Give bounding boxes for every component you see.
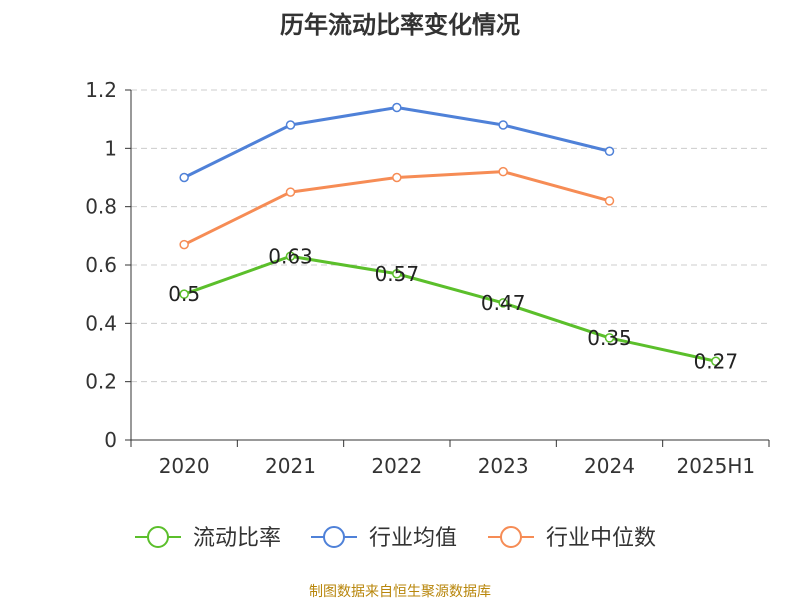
x-tick-label: 2024 xyxy=(584,454,635,478)
data-point xyxy=(392,269,402,279)
legend-marker xyxy=(323,526,345,548)
data-point xyxy=(179,172,189,183)
data-point xyxy=(498,298,508,308)
y-tick-label: 0.2 xyxy=(85,370,117,394)
y-tick-label: 0.4 xyxy=(85,311,117,335)
x-tick-label: 2021 xyxy=(265,454,316,478)
y-tick-label: 1 xyxy=(104,136,117,160)
x-tick-label: 2022 xyxy=(371,454,422,478)
legend: 流动比率 行业均值 行业中位数 xyxy=(135,526,656,551)
data-label: 0.57 xyxy=(375,262,420,286)
y-tick-label: 0.8 xyxy=(85,195,117,219)
data-point xyxy=(498,166,508,177)
data-point xyxy=(285,120,296,130)
data-label: 0.27 xyxy=(694,349,739,373)
x-tick-label: 2025H1 xyxy=(676,454,755,478)
legend-marker xyxy=(147,526,169,548)
data-point xyxy=(285,251,296,261)
y-tick-label: 0.6 xyxy=(85,253,117,277)
series-line-1 xyxy=(183,254,717,363)
data-labels: 0.5 0.63 0.57 0.47 0.35 0.27 xyxy=(168,244,738,373)
data-point xyxy=(285,187,296,197)
data-label: 0.5 xyxy=(168,282,200,306)
data-label: 0.47 xyxy=(481,291,526,315)
data-point xyxy=(498,120,508,130)
data-point xyxy=(604,196,615,206)
data-point xyxy=(604,146,615,156)
series-line-3 xyxy=(183,170,610,246)
x-tick-label: 2023 xyxy=(478,454,529,478)
grid-lines xyxy=(131,89,769,383)
data-point xyxy=(711,356,721,366)
data-point xyxy=(604,333,615,343)
data-point xyxy=(179,289,189,299)
axes: 0 0.2 0.4 0.6 0.8 1 1.2 2020 2021 2022 2023 2024 202… xyxy=(85,78,770,478)
data-point xyxy=(179,239,189,250)
series-line-2 xyxy=(183,106,610,179)
legend-label: 行业均值 xyxy=(369,526,457,551)
y-tick-label: 0 xyxy=(104,428,117,452)
data-label: 0.35 xyxy=(587,326,632,350)
legend-marker xyxy=(500,526,522,548)
data-point xyxy=(392,102,402,113)
chart-title: 历年流动比率变化情况 xyxy=(280,11,520,39)
legend-label: 流动比率 xyxy=(193,526,281,551)
x-tick-label: 2020 xyxy=(159,454,210,478)
source-note: 制图数据来自恒生聚源数据库 xyxy=(309,584,491,600)
legend-label: 行业中位数 xyxy=(546,526,656,551)
series-lines xyxy=(179,102,721,366)
y-tick-label: 1.2 xyxy=(85,78,117,102)
data-label: 0.63 xyxy=(268,244,313,268)
data-point xyxy=(392,172,402,183)
